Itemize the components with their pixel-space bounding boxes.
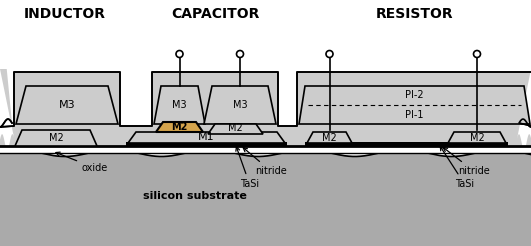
Text: TaSi: TaSi: [236, 147, 259, 189]
Text: PI-1: PI-1: [405, 109, 424, 120]
Polygon shape: [0, 69, 14, 150]
Text: M2: M2: [172, 122, 187, 132]
Polygon shape: [299, 86, 530, 124]
Polygon shape: [448, 132, 506, 143]
Bar: [0, 69, 531, 146]
Polygon shape: [517, 69, 531, 150]
Text: nitride: nitride: [243, 148, 287, 176]
Polygon shape: [156, 122, 203, 132]
Text: M1: M1: [198, 133, 215, 142]
Polygon shape: [16, 86, 118, 124]
Text: M3: M3: [233, 100, 247, 110]
Text: M2: M2: [228, 123, 243, 133]
Text: CAPACITOR: CAPACITOR: [171, 7, 259, 21]
Text: RESISTOR: RESISTOR: [376, 7, 454, 21]
Circle shape: [236, 50, 244, 58]
Bar: [0, 146, 531, 153]
Bar: [305, 142, 508, 147]
Circle shape: [474, 50, 481, 58]
Text: nitride: nitride: [443, 148, 490, 176]
Text: M2: M2: [49, 133, 63, 143]
Text: silicon substrate: silicon substrate: [143, 191, 247, 201]
Polygon shape: [128, 132, 285, 143]
Text: M2: M2: [469, 133, 484, 143]
Polygon shape: [15, 130, 97, 146]
Text: M3: M3: [59, 100, 75, 110]
Text: PI-2: PI-2: [405, 91, 424, 101]
Circle shape: [326, 50, 333, 58]
Polygon shape: [307, 132, 352, 143]
Text: M3: M3: [172, 100, 187, 110]
Polygon shape: [208, 124, 263, 134]
Text: INDUCTOR: INDUCTOR: [24, 7, 106, 21]
Polygon shape: [204, 86, 276, 124]
Polygon shape: [154, 86, 205, 124]
Circle shape: [176, 50, 183, 58]
Bar: [126, 142, 287, 147]
Polygon shape: [0, 0, 531, 127]
Text: oxide: oxide: [56, 152, 108, 173]
Text: TaSi: TaSi: [440, 147, 474, 189]
Text: M2: M2: [322, 133, 337, 143]
